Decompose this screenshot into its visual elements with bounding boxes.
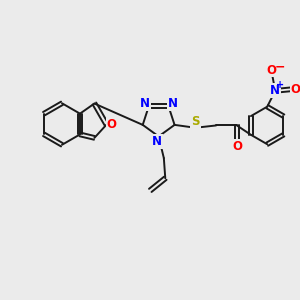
Text: O: O	[232, 140, 242, 153]
Text: S: S	[191, 116, 200, 128]
Text: N: N	[167, 98, 178, 110]
Text: O: O	[290, 83, 300, 96]
Text: −: −	[274, 60, 285, 73]
Text: +: +	[276, 80, 284, 90]
Text: O: O	[266, 64, 276, 76]
Text: O: O	[107, 118, 117, 131]
Text: N: N	[270, 84, 280, 97]
Text: N: N	[152, 135, 162, 148]
Text: N: N	[140, 98, 150, 110]
